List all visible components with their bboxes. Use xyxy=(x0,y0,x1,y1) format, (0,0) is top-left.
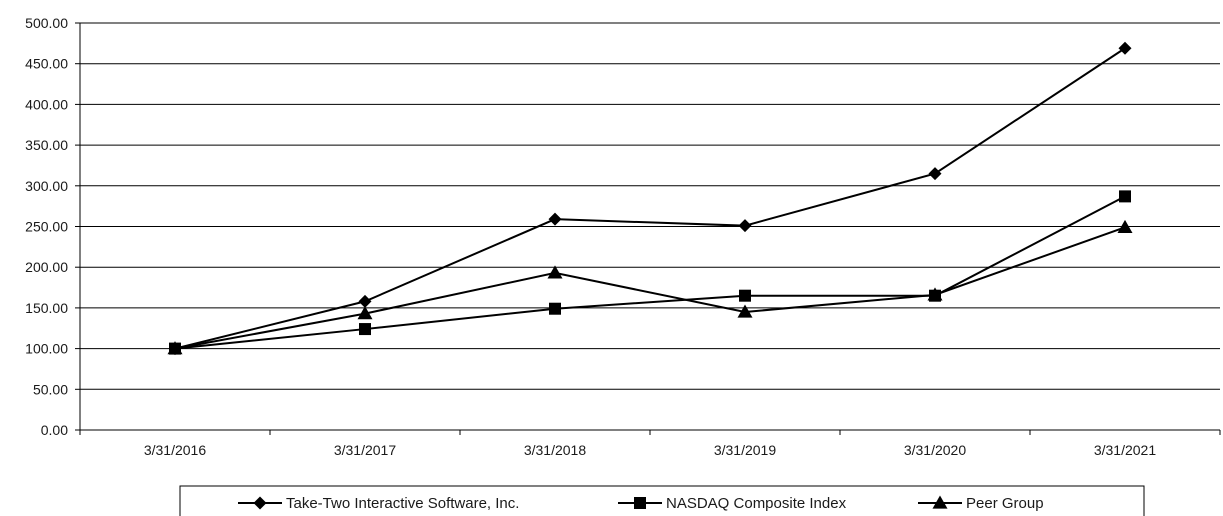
y-tick-label: 100.00 xyxy=(25,341,68,357)
y-tick-label: 50.00 xyxy=(33,381,68,397)
x-tick-label: 3/31/2021 xyxy=(1094,442,1156,458)
x-tick-label: 3/31/2018 xyxy=(524,442,586,458)
data-point xyxy=(928,167,942,181)
legend-item: Take-Two Interactive Software, Inc. xyxy=(238,495,519,512)
legend-marker xyxy=(634,497,646,509)
y-tick-label: 250.00 xyxy=(25,219,68,235)
series-layer xyxy=(167,41,1133,356)
series-triangle xyxy=(167,219,1133,355)
data-point xyxy=(1118,41,1132,55)
data-point xyxy=(549,302,561,315)
legend-label: NASDAQ Composite Index xyxy=(666,495,847,512)
data-point xyxy=(359,323,371,336)
x-tick-label: 3/31/2016 xyxy=(144,442,206,458)
legend-label: Peer Group xyxy=(966,495,1044,512)
series-square xyxy=(169,190,1131,355)
series-line xyxy=(174,195,1126,350)
data-point xyxy=(1117,219,1133,233)
data-point xyxy=(739,289,751,302)
legend-item: NASDAQ Composite Index xyxy=(618,495,847,512)
series-line xyxy=(174,226,1126,350)
x-tick-label: 3/31/2017 xyxy=(334,442,396,458)
legend-item: Peer Group xyxy=(918,495,1044,512)
y-tick-label: 500.00 xyxy=(25,15,68,31)
y-tick-label: 450.00 xyxy=(25,56,68,72)
data-point xyxy=(547,265,563,279)
gridlines xyxy=(80,22,1220,431)
y-tick-label: 0.00 xyxy=(41,422,68,438)
data-point xyxy=(737,304,753,318)
y-tick-label: 200.00 xyxy=(25,259,68,275)
legend-label: Take-Two Interactive Software, Inc. xyxy=(286,495,519,512)
legend-marker xyxy=(253,496,267,510)
legend: Take-Two Interactive Software, Inc. NASDA… xyxy=(179,485,1145,516)
series-line xyxy=(174,47,1126,350)
data-point xyxy=(1119,190,1131,203)
data-point xyxy=(738,219,752,233)
data-point xyxy=(358,294,372,308)
legend-marker xyxy=(932,495,948,509)
x-axis-ticks: 3/31/2016 3/31/2017 3/31/2018 3/31/2019 3/31… xyxy=(79,430,1221,458)
data-point xyxy=(357,306,373,320)
data-point xyxy=(927,287,943,301)
data-point xyxy=(167,341,183,355)
y-tick-label: 350.00 xyxy=(25,137,68,153)
data-point xyxy=(548,212,562,226)
x-tick-label: 3/31/2020 xyxy=(904,442,966,458)
legend-box xyxy=(179,485,1145,516)
y-tick-label: 400.00 xyxy=(25,96,68,112)
y-tick-label: 150.00 xyxy=(25,300,68,316)
x-tick-label: 3/31/2019 xyxy=(714,442,776,458)
y-axis-ticks: 0.00 50.00 100.00 150.00 200.00 250.00 300.00 3… xyxy=(25,15,80,438)
y-tick-label: 300.00 xyxy=(25,178,68,194)
